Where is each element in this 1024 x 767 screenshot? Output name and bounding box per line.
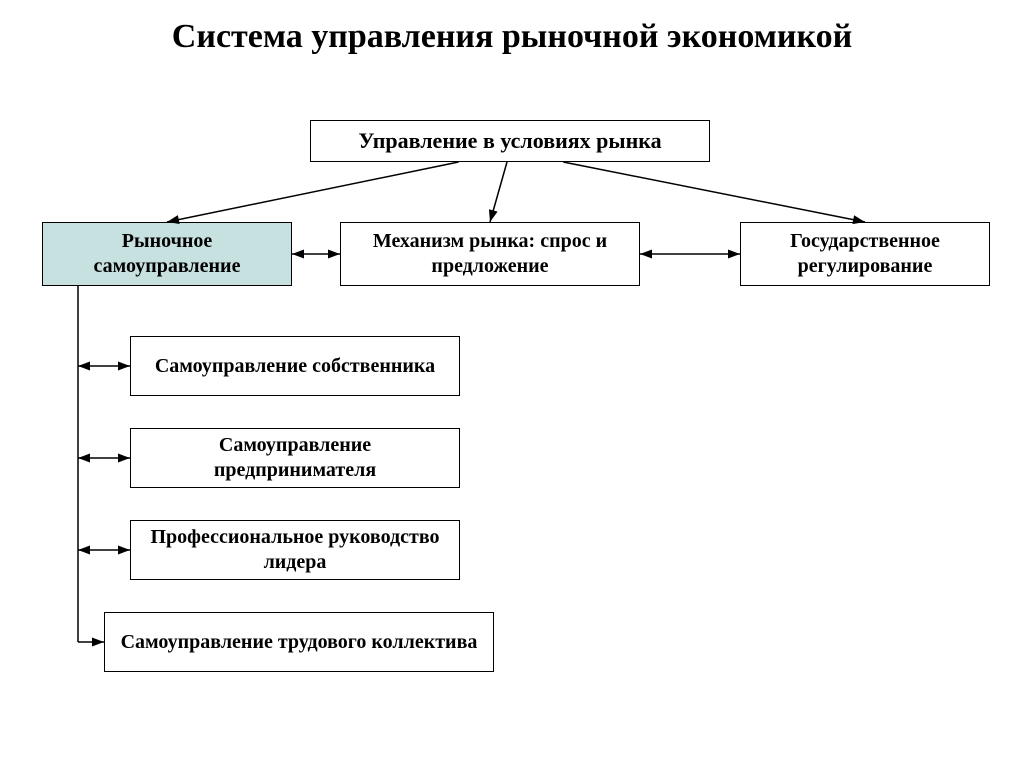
diagram-title: Система управления рыночной экономикой	[0, 18, 1024, 56]
node-market-mechanism: Механизм рынка: спрос и предложение	[340, 222, 640, 286]
node-c4-label: Самоуправление трудового коллектива	[121, 630, 478, 655]
node-left-label: Рыночное самоуправление	[51, 229, 283, 279]
node-leader-management: Профессиональное руководство лидера	[130, 520, 460, 580]
node-state-regulation: Государственное регулирование	[740, 222, 990, 286]
node-root: Управление в условиях рынка	[310, 120, 710, 162]
node-right-label: Государственное регулирование	[749, 229, 981, 279]
node-mid-label: Механизм рынка: спрос и предложение	[349, 229, 631, 279]
node-entrepreneur-self-government: Самоуправление предпринимателя	[130, 428, 460, 488]
node-c2-label: Самоуправление предпринимателя	[139, 433, 451, 483]
node-c3-label: Профессиональное руководство лидера	[139, 525, 451, 575]
node-c1-label: Самоуправление собственника	[155, 354, 435, 379]
node-market-self-government: Рыночное самоуправление	[42, 222, 292, 286]
node-owner-self-government: Самоуправление собственника	[130, 336, 460, 396]
node-root-label: Управление в условиях рынка	[358, 127, 661, 155]
node-collective-self-government: Самоуправление трудового коллектива	[104, 612, 494, 672]
